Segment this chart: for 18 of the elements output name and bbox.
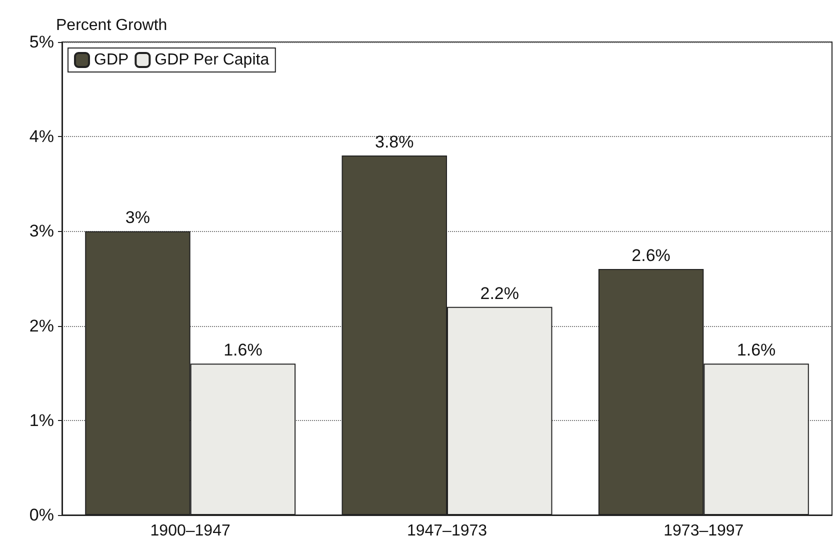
y-tick-label: 2% (29, 316, 54, 336)
y-tick-label: 4% (29, 127, 54, 146)
x-tick-label: 1973–1997 (664, 522, 744, 540)
y-tick-label: 1% (29, 410, 54, 430)
data-label: 1.6% (736, 340, 776, 360)
x-tick-label: 1900–1947 (150, 522, 230, 540)
data-label: 3% (125, 208, 150, 228)
legend-label: GDP (94, 52, 129, 68)
y-tick-label: 3% (29, 222, 54, 241)
data-label: 1.6% (224, 340, 262, 360)
data-label: 2.2% (480, 284, 519, 303)
x-tick-label: 1947–1973 (406, 522, 488, 540)
data-label: 2.6% (632, 246, 670, 266)
y-tick-label: 0% (29, 506, 54, 524)
legend-label: GDP Per Capita (154, 52, 270, 68)
y-axis-title: Percent Growth (56, 17, 168, 34)
data-label: 3.8% (375, 132, 414, 152)
y-tick-label: 5% (29, 32, 54, 52)
